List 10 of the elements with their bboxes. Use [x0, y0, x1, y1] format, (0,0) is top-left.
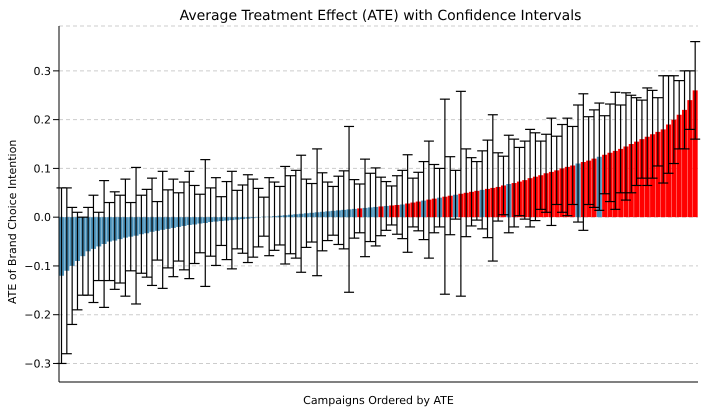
y-tick-label: −0.2	[24, 308, 51, 322]
chart-title: Average Treatment Effect (ATE) with Confidence Intervals	[178, 8, 582, 24]
x-axis-title: Campaigns Ordered by ATE	[303, 394, 454, 407]
y-tick-label: −0.1	[24, 260, 51, 273]
y-tick-label: 0.1	[34, 162, 51, 176]
y-axis-title: ATE of Brand Choice Intention	[6, 140, 19, 304]
y-tick-label: −0.3	[24, 357, 51, 370]
y-tick-label: 0.3	[34, 64, 51, 78]
y-tick-label: 0.0	[34, 211, 51, 224]
y-tick-label: 0.2	[34, 114, 51, 127]
